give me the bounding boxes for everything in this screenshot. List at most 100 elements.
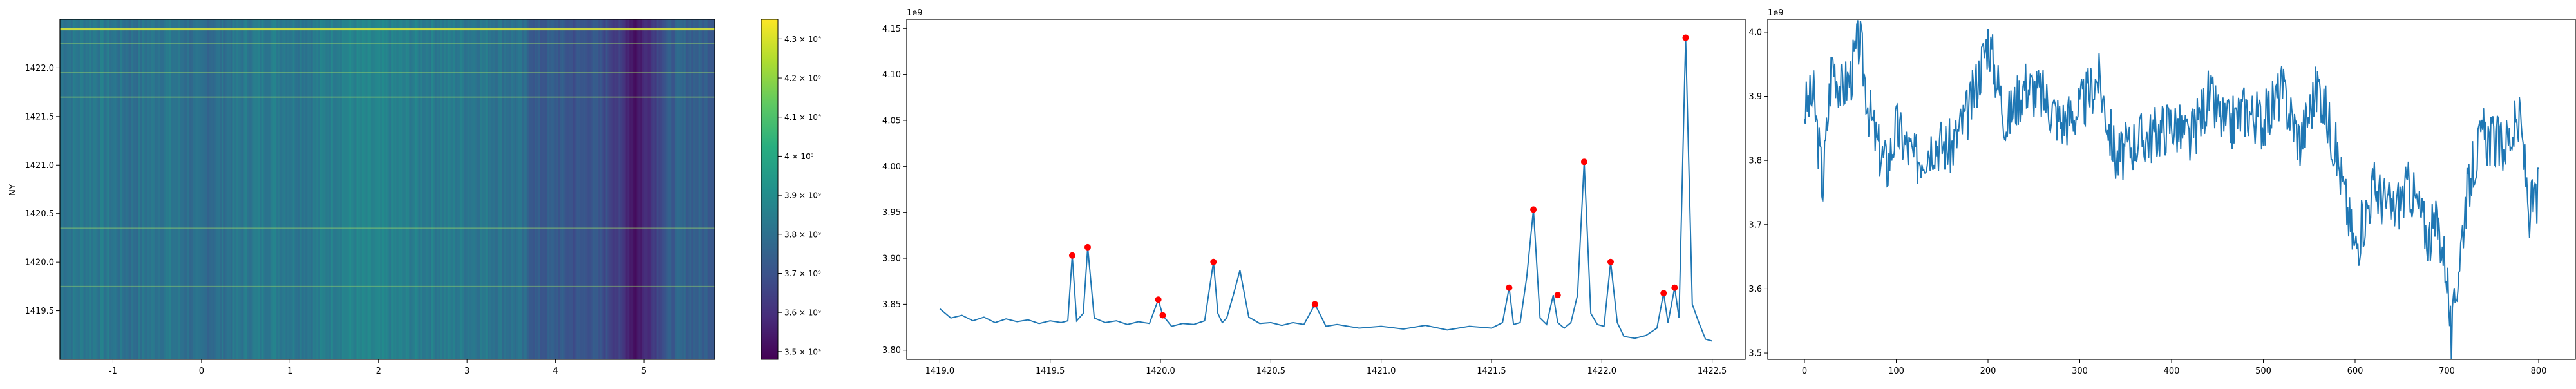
heatmap-column	[63, 19, 66, 359]
heatmap-column	[673, 19, 676, 359]
heatmap-column	[312, 19, 316, 359]
heatmap-column	[343, 19, 346, 359]
heatmap-bright-row	[60, 43, 715, 44]
heatmap-y-axis: 1419.5 1420.0 1420.5 1421.0 1421.5 1422.0	[25, 64, 60, 316]
heatmap-column	[109, 19, 111, 359]
heatmap-column	[156, 19, 159, 359]
heatmap-column	[545, 19, 548, 359]
heatmap-column	[140, 19, 142, 359]
heatmap-column	[458, 19, 461, 359]
heatmap-column	[354, 19, 357, 359]
heatmap-column	[125, 19, 128, 359]
heatmap-column	[551, 19, 554, 359]
heatmap-column	[455, 19, 457, 359]
heatmap-column	[585, 19, 588, 359]
heatmap-column	[116, 19, 118, 359]
heatmap-column	[598, 19, 601, 359]
heatmap-column	[111, 19, 113, 359]
heatmap-column	[549, 19, 552, 359]
heatmap-column	[538, 19, 541, 359]
series-x-tick-label: 300	[2072, 366, 2088, 376]
series-x-tick-label: 600	[2347, 366, 2363, 376]
heatmap-column	[669, 19, 672, 359]
heatmap-column	[374, 19, 377, 359]
heatmap-column	[562, 19, 565, 359]
series-plot-frame	[1767, 19, 2576, 360]
heatmap-column	[513, 19, 515, 359]
peak-marker	[1554, 292, 1561, 299]
heatmap-column	[143, 19, 146, 359]
heatmap-column	[418, 19, 421, 359]
heatmap-column	[465, 19, 468, 359]
colorbar-tick-label: 3.8 × 10⁹	[784, 230, 821, 239]
heatmap-column	[323, 19, 327, 359]
heatmap-column	[198, 19, 201, 359]
heatmap-column	[621, 19, 625, 359]
peaks-y-tick-label: 3.90	[882, 254, 901, 264]
heatmap-y-axis-label: NY	[8, 184, 18, 196]
heatmap-column	[249, 19, 252, 359]
heatmap-column	[495, 19, 497, 359]
heatmap-column	[569, 19, 572, 359]
heatmap-column	[214, 19, 217, 359]
heatmap-column	[112, 19, 115, 359]
heatmap-column	[105, 19, 108, 359]
heatmap-column	[587, 19, 590, 359]
heatmap-column	[643, 19, 647, 359]
peak-marker	[1084, 243, 1091, 251]
heatmap-column	[187, 19, 190, 359]
heatmap-column	[223, 19, 226, 359]
heatmap-column	[471, 19, 473, 359]
heatmap-column	[427, 19, 430, 359]
peak-marker	[1155, 296, 1162, 303]
heatmap-column	[184, 19, 186, 359]
heatmap-column	[236, 19, 239, 359]
heatmap-column	[154, 19, 157, 359]
colorbar-tick-label: 4.2 × 10⁹	[784, 74, 821, 83]
heatmap-column	[387, 19, 390, 359]
heatmap-column	[133, 19, 135, 359]
heatmap-column	[700, 19, 703, 359]
heatmap-cells	[60, 19, 715, 359]
heatmap-column	[391, 19, 393, 359]
heatmap-column	[270, 19, 274, 359]
peaks-series-line	[939, 37, 1712, 342]
heatmap-column	[334, 19, 337, 359]
heatmap-column	[100, 19, 102, 359]
heatmap-column	[272, 19, 275, 359]
heatmap-column	[625, 19, 629, 359]
peaks-x-tick-label: 1419.0	[925, 366, 955, 376]
heatmap-column	[526, 19, 528, 359]
heatmap-column	[165, 19, 168, 359]
heatmap-column	[122, 19, 124, 359]
heatmap-column	[687, 19, 690, 359]
heatmap-column	[535, 19, 537, 359]
heatmap-column	[416, 19, 419, 359]
heatmap-column	[309, 19, 312, 359]
heatmap-column	[341, 19, 345, 359]
heatmap-column	[442, 19, 444, 359]
heatmap-column	[101, 19, 104, 359]
heatmap-column	[178, 19, 181, 359]
heatmap-column	[292, 19, 296, 359]
heatmap-column	[469, 19, 472, 359]
heatmap-column	[78, 19, 80, 359]
heatmap-column	[332, 19, 336, 359]
heatmap-column	[65, 19, 68, 359]
heatmap-column	[107, 19, 109, 359]
heatmap-column	[431, 19, 433, 359]
heatmap-column	[279, 19, 283, 359]
heatmap-column	[171, 19, 173, 359]
heatmap-column	[425, 19, 428, 359]
heatmap-column	[632, 19, 636, 359]
heatmap-column	[321, 19, 325, 359]
heatmap-column	[91, 19, 93, 359]
heatmap-column	[185, 19, 188, 359]
heatmap-column	[345, 19, 348, 359]
heatmap-column	[245, 19, 248, 359]
heatmap-column	[540, 19, 543, 359]
series-x-tick-label: 800	[2531, 366, 2547, 376]
heatmap-column	[522, 19, 524, 359]
series-offset-label: 1e9	[1768, 8, 1784, 18]
heatmap-column	[316, 19, 319, 359]
